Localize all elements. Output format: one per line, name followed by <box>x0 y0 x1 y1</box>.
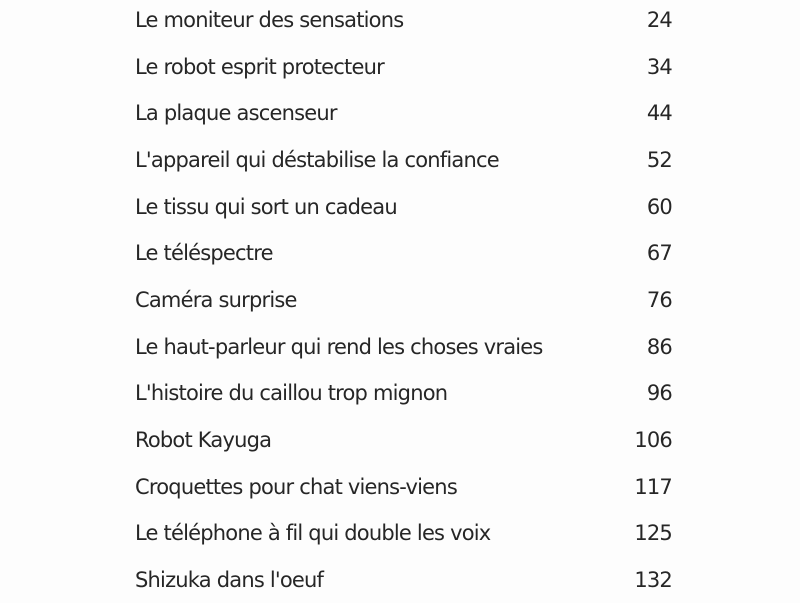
toc-entry-page-number: 117 <box>634 474 672 499</box>
toc-entry-page-number: 67 <box>646 241 673 266</box>
toc-entry-page-number: 24 <box>646 8 673 32</box>
toc-entry-title: Le robot esprit protecteur <box>135 54 385 79</box>
toc-entry-title: L'appareil qui déstabilise la confiance <box>135 148 500 172</box>
toc-entry-page-number: 86 <box>646 334 673 359</box>
toc-entry-page-number: 34 <box>646 54 673 79</box>
toc-entry-title: Shizuka dans l'oeuf <box>135 568 324 593</box>
toc-entry: Shizuka dans l'oeuf 132 <box>135 557 673 603</box>
toc-entry-page-number: 60 <box>646 194 673 219</box>
toc-entry: Le moniteur des sensations 24 <box>135 0 673 43</box>
toc-entry-page-number: 96 <box>646 381 673 406</box>
toc-entry-title: La plaque ascenseur <box>135 101 338 126</box>
toc-entry-page-number: 44 <box>646 101 673 126</box>
toc-entry-page-number: 52 <box>646 148 673 172</box>
toc-entry: Caméra surprise 76 <box>135 277 673 323</box>
toc-entry: L'histoire du caillou trop mignon 96 <box>135 370 673 416</box>
toc-entry: Le tissu qui sort un cadeau 60 <box>135 184 673 230</box>
toc-entry: Croquettes pour chat viens-viens 117 <box>135 464 673 510</box>
toc-entry-title: Le téléspectre <box>135 241 274 266</box>
toc-entry: Le robot esprit protecteur 34 <box>135 44 673 90</box>
toc-entry: La plaque ascenseur 44 <box>135 90 673 136</box>
toc-entry-title: Le téléphone à fil qui double les voix <box>135 521 491 546</box>
toc-entry: Le téléspectre 67 <box>135 230 673 276</box>
toc-entry-title: Le tissu qui sort un cadeau <box>135 194 398 219</box>
toc-entry-title: Croquettes pour chat viens-viens <box>135 474 458 499</box>
toc-entry: L'appareil qui déstabilise la confiance 5… <box>135 137 673 183</box>
toc-entry-page-number: 125 <box>634 521 672 546</box>
toc-entry-title: Le moniteur des sensations <box>135 8 404 32</box>
toc-entry-page-number: 132 <box>634 568 672 593</box>
toc-entry: Le téléphone à fil qui double les voix 12… <box>135 510 673 556</box>
toc-entry-title: Le haut-parleur qui rend les choses vrai… <box>135 334 543 359</box>
toc-entry-title: Caméra surprise <box>135 288 297 313</box>
toc-entry-page-number: 106 <box>634 428 672 453</box>
toc-entry: Le haut-parleur qui rend les choses vrai… <box>135 324 673 370</box>
toc-entry: Robot Kayuga 106 <box>135 417 673 463</box>
toc-entry-title: Robot Kayuga <box>135 428 272 453</box>
toc-entry-page-number: 76 <box>646 288 673 313</box>
toc-entry-title: L'histoire du caillou trop mignon <box>135 381 448 406</box>
